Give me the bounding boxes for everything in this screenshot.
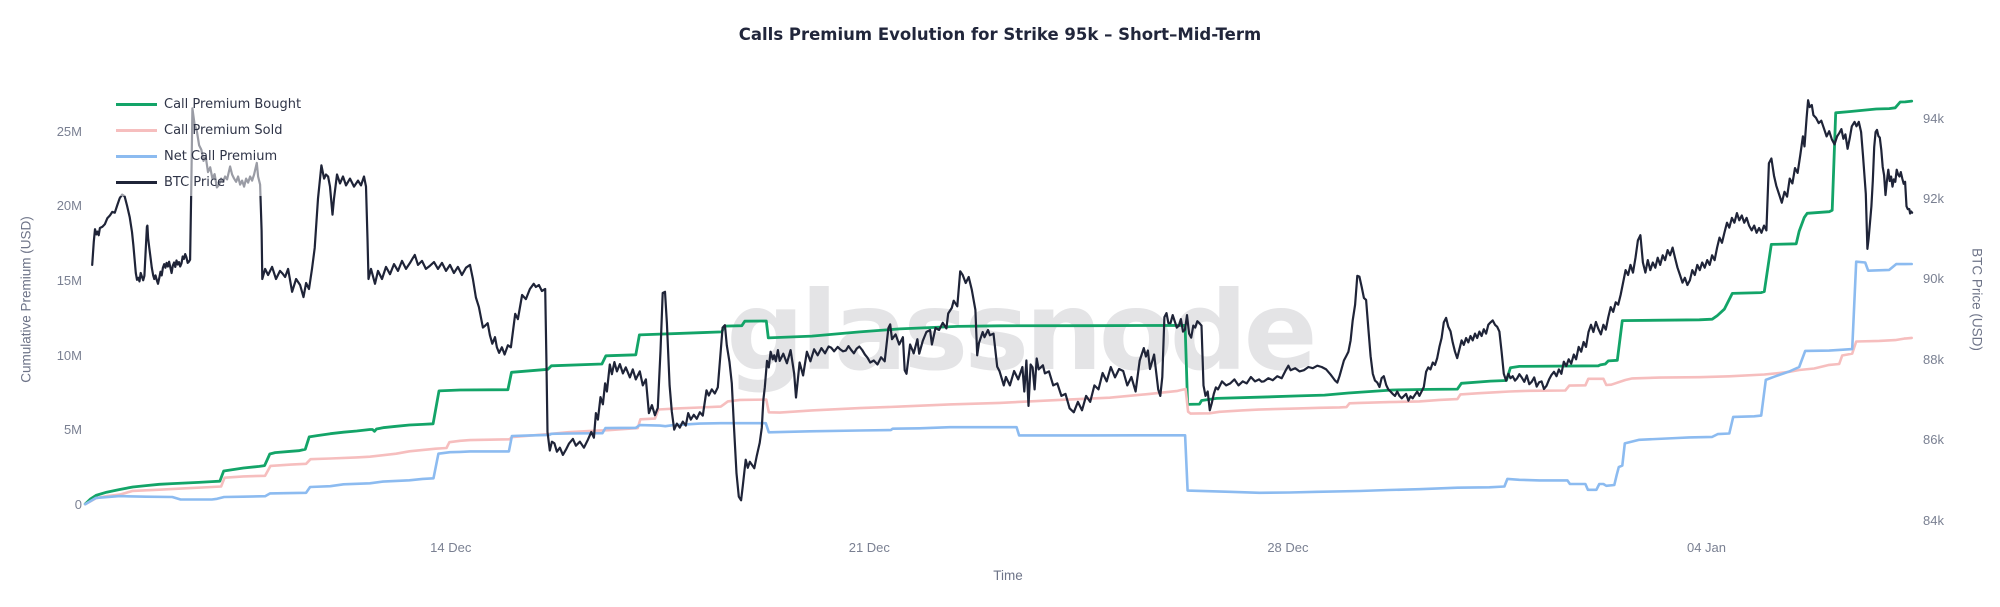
legend-label: Call Premium Sold [164, 122, 283, 138]
legend-label: BTC Price [164, 174, 226, 190]
x-tick-14-Dec: 14 Dec [430, 540, 472, 555]
legend-swatch [116, 128, 157, 132]
legend-label: Call Premium Bought [164, 96, 302, 112]
legend-label: Net Call Premium [164, 148, 278, 164]
legend-item-net-call-premium[interactable]: Net Call Premium [116, 143, 301, 169]
legend-swatch [116, 180, 157, 184]
x-tick-28-Dec: 28 Dec [1267, 540, 1309, 555]
series-line-btc-price [91, 99, 1914, 502]
y-right-tick-94k: 94k [1923, 110, 1944, 126]
y-right-tick-84k: 84k [1923, 512, 1944, 528]
x-tick-04-Jan: 04 Jan [1686, 540, 1727, 555]
left-axis-title: Cumulative Premium (USD) [18, 216, 34, 383]
series-line-call-premium-sold [83, 336, 1913, 506]
series-line-call-premium-bought [83, 99, 1914, 506]
y-left-tick-20M: 20M [56, 198, 82, 214]
y-left-tick-10M: 10M [56, 347, 82, 363]
legend-item-btc-price[interactable]: BTC Price [116, 169, 301, 195]
y-right-tick-92k: 92k [1923, 191, 1944, 207]
legend: Call Premium Bought Call Premium Sold Net … [116, 91, 301, 195]
legend-swatch [116, 154, 157, 158]
y-right-tick-86k: 86k [1923, 432, 1944, 448]
series-line-net-call-premium [83, 260, 1913, 506]
x-axis-title: Time [993, 568, 1023, 583]
legend-backdrop [104, 88, 314, 196]
y-left-tick-25M: 25M [56, 123, 82, 139]
legend-item-call-premium-sold[interactable]: Call Premium Sold [116, 117, 301, 143]
chart-title: Calls Premium Evolution for Strike 95k –… [738, 25, 1262, 44]
y-left-tick-0: 0 [74, 496, 82, 512]
legend-item-call-premium-bought[interactable]: Call Premium Bought [116, 91, 301, 117]
y-right-tick-90k: 90k [1923, 271, 1944, 287]
y-left-tick-15M: 15M [56, 272, 82, 288]
right-axis-title: BTC Price (USD) [1969, 248, 1985, 351]
x-tick-21-Dec: 21 Dec [848, 540, 890, 555]
y-right-tick-88k: 88k [1923, 351, 1944, 367]
legend-swatch [116, 102, 157, 106]
y-left-tick-5M: 5M [63, 422, 82, 438]
